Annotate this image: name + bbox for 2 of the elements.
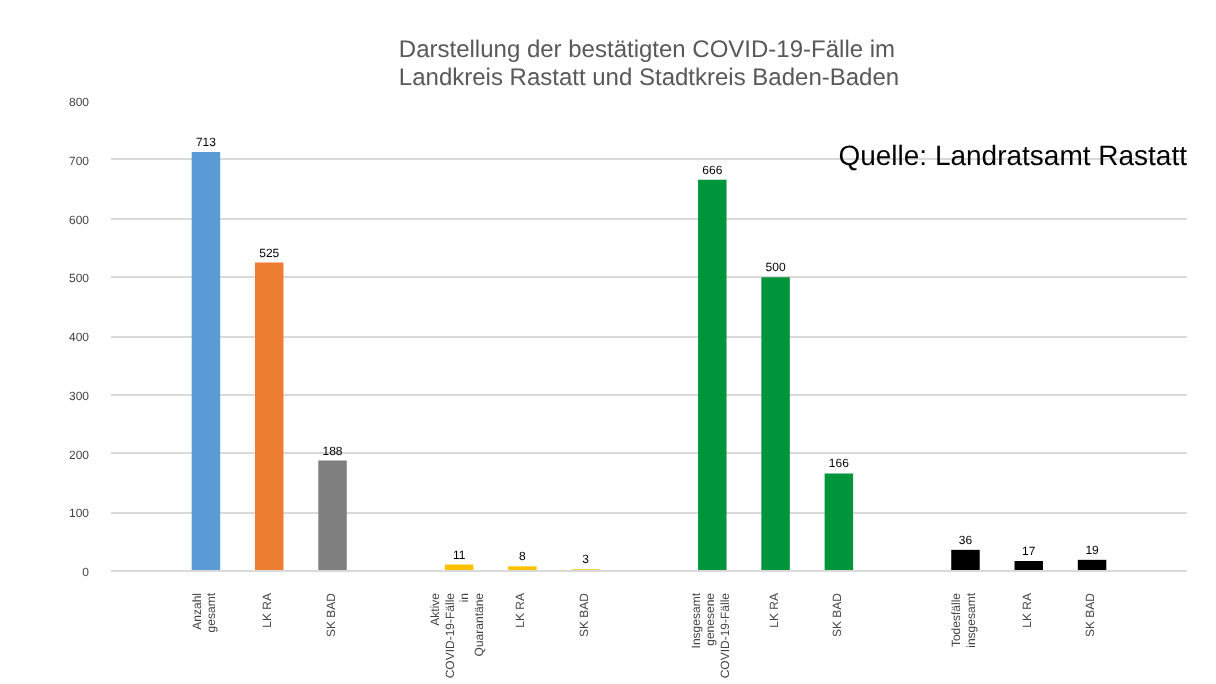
chart-title: Darstellung der bestätigten COVID-19-Fälle im Landkreis Rastatt und Stadtkreis Baden-Baden [398, 35, 900, 91]
annotation: Quelle: Landratsamt Rastatt [838, 139, 1188, 171]
